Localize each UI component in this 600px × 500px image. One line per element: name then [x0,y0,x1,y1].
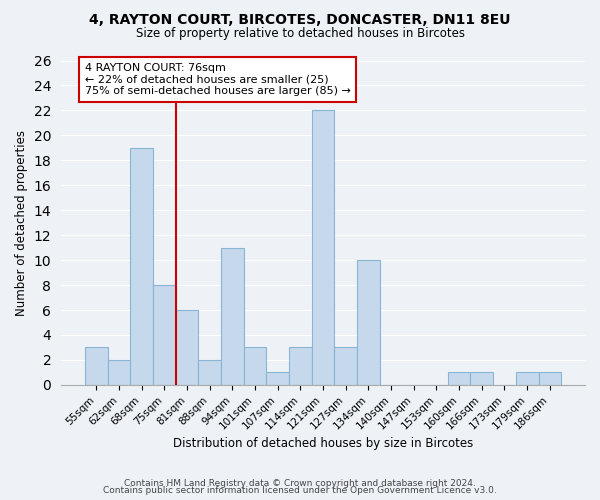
Text: 4, RAYTON COURT, BIRCOTES, DONCASTER, DN11 8EU: 4, RAYTON COURT, BIRCOTES, DONCASTER, DN… [89,12,511,26]
Bar [470,372,493,385]
Bar [176,310,198,385]
Bar [153,285,176,385]
Bar [448,372,470,385]
Text: Contains public sector information licensed under the Open Government Licence v3: Contains public sector information licen… [103,486,497,495]
Bar [266,372,289,385]
Y-axis label: Number of detached properties: Number of detached properties [15,130,28,316]
Bar [357,260,380,385]
Bar [85,348,107,385]
Text: 4 RAYTON COURT: 76sqm
← 22% of detached houses are smaller (25)
75% of semi-deta: 4 RAYTON COURT: 76sqm ← 22% of detached … [85,63,351,96]
Text: Contains HM Land Registry data © Crown copyright and database right 2024.: Contains HM Land Registry data © Crown c… [124,478,476,488]
Bar [221,248,244,385]
Bar [334,348,357,385]
Bar [289,348,311,385]
Bar [107,360,130,385]
X-axis label: Distribution of detached houses by size in Bircotes: Distribution of detached houses by size … [173,437,473,450]
Bar [244,348,266,385]
Bar [198,360,221,385]
Bar [130,148,153,385]
Bar [311,110,334,385]
Bar [539,372,561,385]
Bar [516,372,539,385]
Text: Size of property relative to detached houses in Bircotes: Size of property relative to detached ho… [136,28,464,40]
